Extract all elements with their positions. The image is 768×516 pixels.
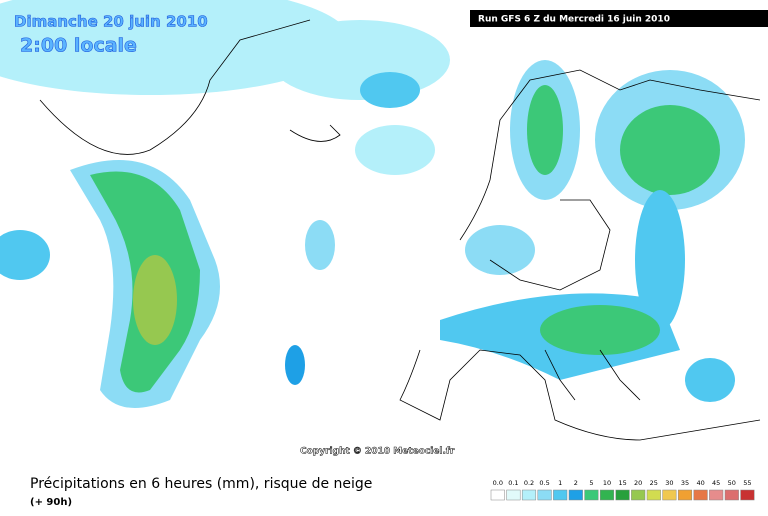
legend-swatch (521, 489, 537, 501)
legend-label: 10 (603, 479, 611, 487)
legend-swatch (553, 489, 568, 501)
legend-label: 1 (558, 479, 562, 487)
legend-swatch (506, 489, 521, 501)
legend-label: 55 (743, 479, 751, 487)
legend-label: 35 (681, 479, 689, 487)
legend-label: 20 (634, 479, 642, 487)
legend-swatch (537, 489, 552, 501)
legend-label: 0.0 (493, 479, 503, 487)
caption-title: Précipitations en 6 heures (mm), risque … (30, 476, 372, 492)
legend-label: 0.1 (508, 479, 518, 487)
legend-swatch (599, 489, 615, 501)
precipitation-fields (0, 0, 745, 408)
run-info: Run GFS 6 Z du Mercredi 16 juin 2010 (478, 15, 670, 25)
legend-swatch (615, 489, 630, 501)
legend-label: 15 (618, 479, 626, 487)
legend-label: 40 (696, 479, 704, 487)
legend-label: 0.2 (524, 479, 534, 487)
forecast-time: 2:00 locale (20, 35, 137, 57)
caption-lead: (+ 90h) (30, 497, 72, 508)
legend-swatch (646, 489, 661, 501)
forecast-date: Dimanche 20 juin 2010 (14, 13, 208, 31)
legend-label: 5 (589, 479, 593, 487)
legend-swatch (662, 489, 677, 501)
legend-swatch (490, 489, 505, 501)
legend-label: 45 (712, 479, 720, 487)
legend-swatch (677, 489, 693, 501)
legend-swatch (724, 489, 739, 501)
legend-swatch (568, 489, 583, 501)
legend-label: 30 (665, 479, 673, 487)
legend-label: 50 (728, 479, 736, 487)
legend-swatch (693, 489, 708, 501)
run-banner (470, 10, 768, 27)
legend-swatch (740, 489, 755, 501)
color-legend: 0.0 0.1 0.2 0.5 1 2 5 10 15 20 25 30 35 40 45 50 55 (490, 479, 755, 501)
coastlines (39, 19, 761, 441)
legend-label: 25 (650, 479, 658, 487)
legend-label: 0.5 (539, 479, 549, 487)
legend-swatch (584, 489, 599, 501)
legend-swatch (631, 489, 646, 501)
legend-label: 2 (574, 479, 578, 487)
copyright: Copyright © 2010 Meteociel.fr (300, 447, 455, 457)
legend-swatch (709, 489, 724, 501)
